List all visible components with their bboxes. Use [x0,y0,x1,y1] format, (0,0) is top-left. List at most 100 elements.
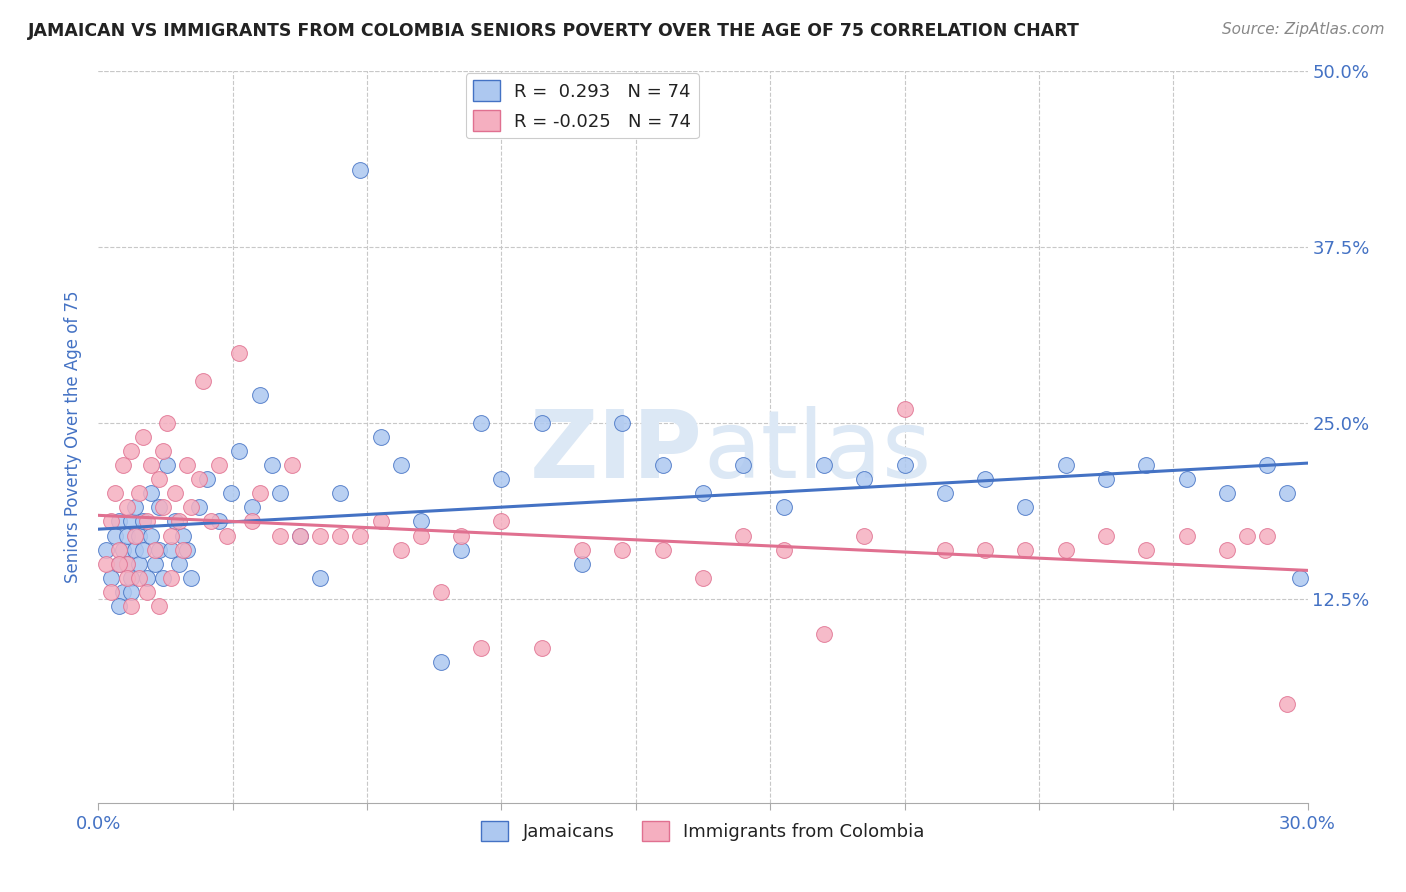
Point [571,542,593,557]
Point [143,542,166,557]
Point [135,584,157,599]
Point [124,542,146,557]
Point [167,557,190,571]
Point [228,345,250,359]
Point [148,599,170,613]
Point [813,458,835,473]
Point [163,515,186,529]
Point [132,430,155,444]
Point [120,444,142,458]
Point [430,655,453,669]
Point [160,571,183,585]
Point [100,584,122,599]
Point [228,444,250,458]
Y-axis label: Seniors Poverty Over the Age of 75: Seniors Poverty Over the Age of 75 [65,291,83,583]
Point [733,528,755,542]
Point [692,486,714,500]
Point [152,571,174,585]
Point [1175,528,1198,542]
Point [115,500,138,515]
Point [853,528,876,542]
Text: atlas: atlas [703,406,931,498]
Point [115,528,138,542]
Point [1256,458,1278,473]
Point [893,401,915,416]
Point [1095,472,1118,486]
Point [1014,542,1036,557]
Point [934,486,956,500]
Point [974,542,997,557]
Point [1236,528,1258,542]
Point [180,571,202,585]
Point [135,571,157,585]
Point [1288,571,1310,585]
Point [281,458,304,473]
Point [329,486,352,500]
Point [107,542,129,557]
Point [1054,458,1077,473]
Point [349,162,371,177]
Point [217,528,239,542]
Point [240,500,263,515]
Text: Source: ZipAtlas.com: Source: ZipAtlas.com [1222,22,1385,37]
Point [172,542,194,557]
Point [100,515,122,529]
Point [208,515,231,529]
Point [120,515,142,529]
Point [1095,528,1118,542]
Point [124,528,146,542]
Point [128,528,150,542]
Point [128,486,150,500]
Point [733,458,755,473]
Point [430,584,453,599]
Point [115,557,138,571]
Point [200,515,222,529]
Point [132,542,155,557]
Point [111,458,134,473]
Text: ZIP: ZIP [530,406,703,498]
Point [167,515,190,529]
Point [470,416,492,430]
Point [163,486,186,500]
Point [115,571,138,585]
Point [128,557,150,571]
Point [120,599,142,613]
Point [139,528,162,542]
Point [188,472,211,486]
Point [389,458,412,473]
Point [107,599,129,613]
Point [651,542,673,557]
Point [124,500,146,515]
Point [1014,500,1036,515]
Point [193,374,215,388]
Point [1277,486,1299,500]
Point [692,571,714,585]
Point [269,486,291,500]
Point [96,542,118,557]
Point [172,528,194,542]
Point [491,472,513,486]
Point [111,542,134,557]
Point [288,528,311,542]
Point [409,515,432,529]
Point [1216,542,1239,557]
Point [152,444,174,458]
Point [571,557,593,571]
Point [115,557,138,571]
Point [107,557,129,571]
Point [195,472,218,486]
Point [180,500,202,515]
Point [148,542,170,557]
Point [152,500,174,515]
Point [349,528,371,542]
Point [309,528,332,542]
Point [470,641,492,656]
Point [103,528,125,542]
Point [139,486,162,500]
Point [107,557,129,571]
Point [772,542,794,557]
Point [240,515,263,529]
Point [409,528,432,542]
Point [893,458,915,473]
Point [450,542,472,557]
